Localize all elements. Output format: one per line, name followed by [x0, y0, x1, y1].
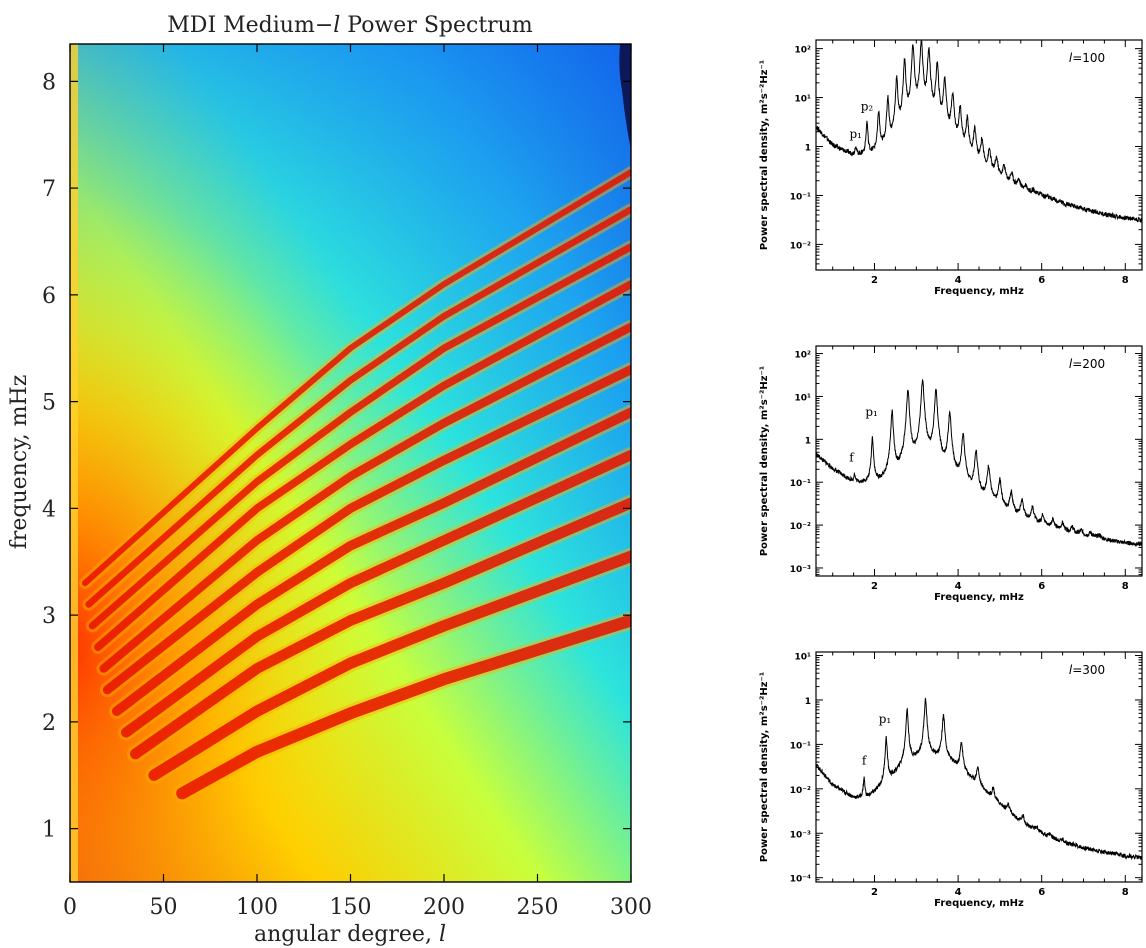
spectrum-xtick-label: 2	[871, 581, 878, 592]
spectrum-annotation: p₂	[861, 99, 874, 113]
spectrum-annotation: p₁	[865, 405, 878, 419]
spectrum-ytick-label: 10¹	[795, 95, 812, 105]
ridge-p9	[85, 206, 631, 608]
spectrum-ytick-label: 10⁻²	[790, 241, 811, 251]
heatmap-ytick-label: 2	[42, 711, 56, 736]
spectrum-ytick-label: 10⁻²	[790, 786, 811, 796]
ridge-p2	[129, 497, 631, 760]
spectrum-annotation: p₁	[879, 712, 892, 726]
heatmap-ticks	[69, 44, 632, 882]
spectrum-curve	[816, 697, 1142, 861]
heatmap-title-var: l	[333, 13, 340, 38]
heatmap-ylabel: frequency, mHz	[7, 375, 32, 550]
heatmap-xtick-label: 200	[423, 895, 465, 920]
spectrum-xlabel: Frequency, mHz	[934, 286, 1024, 297]
spectrum-ytick-label: 10²	[795, 351, 812, 361]
heatmap-low-l-edge	[70, 44, 78, 882]
spectrum-curve	[816, 40, 1142, 224]
spectrum-panel-l200: 2 4 6 8 10⁻³ 10⁻² 10⁻¹ 1 10¹ 10² Frequency, mHz Pow…	[759, 345, 1143, 603]
spectrum-ytick-label: 10²	[795, 46, 812, 56]
spectrum-ytick-label: 10¹	[795, 653, 812, 663]
ridge-p5	[102, 365, 631, 695]
spectrum-ytick-label: 10⁻²	[790, 522, 811, 532]
heatmap-corner-artifact	[619, 44, 631, 150]
spectrum-xtick-label: 2	[871, 887, 878, 898]
ridge-p3	[120, 449, 631, 738]
spectrum-panel-l300: 2 4 6 8 10⁻⁴ 10⁻³ 10⁻² 10⁻¹ 1 10¹ Frequency, mHz Po…	[759, 651, 1143, 909]
spectrum-degree-var: l	[1069, 51, 1073, 65]
spectrum-degree-label: l=300	[1069, 663, 1105, 677]
spectrum-ytick-label: 1	[805, 436, 811, 446]
ridge-f	[176, 614, 631, 800]
heatmap-ytick-label: 3	[42, 604, 56, 629]
spectrum-ytick-label: 10⁻³	[790, 830, 811, 840]
spectrum-xtick-label: 6	[1038, 887, 1045, 898]
ridge-p8	[88, 243, 631, 630]
ridge-p10	[82, 169, 631, 587]
spectrum-ytick-label: 10⁻¹	[790, 741, 811, 751]
spectrum-ytick-label: 10¹	[795, 393, 812, 403]
spectrum-ytick-label: 10⁻³	[790, 565, 811, 575]
heatmap-ytick-label: 8	[42, 70, 56, 95]
ridge-p6	[99, 322, 631, 673]
heatmap-ytick-label: 4	[42, 497, 56, 522]
spectrum-xtick-label: 8	[1122, 887, 1129, 898]
spectrum-xtick-label: 6	[1038, 581, 1045, 592]
spectrum-ytick-label: 1	[805, 697, 811, 707]
spectrum-xtick-label: 4	[955, 275, 962, 286]
spectrum-xtick-label: 4	[955, 581, 962, 592]
spectrum-annotation: f	[849, 451, 855, 465]
heatmap-ytick-label: 1	[42, 818, 56, 843]
heatmap-ytick-label: 7	[42, 177, 56, 202]
spectrum-xtick-label: 4	[955, 887, 962, 898]
heatmap-xtick-label: 100	[236, 895, 278, 920]
spectrum-ytick-label: 10⁻⁴	[790, 875, 811, 885]
heatmap-xtick-label: 150	[330, 895, 372, 920]
heatmap-xtick-label: 0	[63, 895, 77, 920]
ridge-p7	[94, 280, 631, 651]
power-spectrum-heatmap: MDI Medium−l Power Spectrum angular degr…	[7, 13, 652, 947]
spectrum-curve	[816, 378, 1142, 548]
spectrum-xtick-label: 8	[1122, 275, 1129, 286]
heatmap-ytick-label: 5	[42, 391, 56, 416]
ridge-layer	[79, 44, 631, 803]
spectrum-xlabel: Frequency, mHz	[934, 592, 1024, 603]
heatmap-xlabel: angular degree, l	[254, 922, 446, 947]
spectrum-xtick-label: 6	[1038, 275, 1045, 286]
spectrum-panel-l100: 2 4 6 8 10⁻² 10⁻¹ 1 10¹ 10² Frequency, mHz Power s…	[759, 39, 1143, 297]
spectrum-ytick-label: 10⁻¹	[790, 192, 811, 202]
spectrum-xtick-label: 8	[1122, 581, 1129, 592]
spectrum-degree-label: l=100	[1069, 51, 1105, 65]
spectrum-ytick-label: 1	[805, 144, 811, 154]
spectrum-frame	[815, 39, 1143, 271]
heatmap-xtick-label: 50	[150, 895, 178, 920]
spectrum-degree-var: l	[1069, 663, 1073, 677]
heatmap-xlabel-var: l	[439, 922, 446, 947]
spectrum-xtick-label: 2	[871, 275, 878, 286]
spectrum-annotation: p₁	[849, 127, 862, 141]
ridge-p1	[148, 550, 631, 781]
spectrum-ylabel: Power spectral density, m²s⁻²Hz⁻¹	[759, 366, 770, 556]
ridge-p4	[112, 407, 631, 717]
spectrum-degree-value: =200	[1072, 357, 1105, 371]
spectrum-ylabel: Power spectral density, m²s⁻²Hz⁻¹	[759, 672, 770, 862]
heatmap-xtick-label: 300	[610, 895, 652, 920]
spectrum-degree-label: l=200	[1069, 357, 1105, 371]
spectrum-frame	[815, 345, 1143, 577]
heatmap-ytick-label: 6	[42, 284, 56, 309]
spectrum-annotation: f	[862, 754, 868, 768]
spectrum-degree-value: =100	[1072, 51, 1105, 65]
heatmap-xtick-label: 250	[517, 895, 559, 920]
heatmap-title: MDI Medium−l Power Spectrum	[167, 13, 533, 38]
spectrum-ytick-label: 10⁻¹	[790, 479, 811, 489]
spectrum-degree-var: l	[1069, 357, 1073, 371]
heatmap-hot-core	[70, 44, 631, 882]
spectrum-ylabel: Power spectral density, m²s⁻²Hz⁻¹	[759, 60, 770, 250]
spectrum-xlabel: Frequency, mHz	[934, 898, 1024, 909]
spectrum-degree-value: =300	[1072, 663, 1105, 677]
